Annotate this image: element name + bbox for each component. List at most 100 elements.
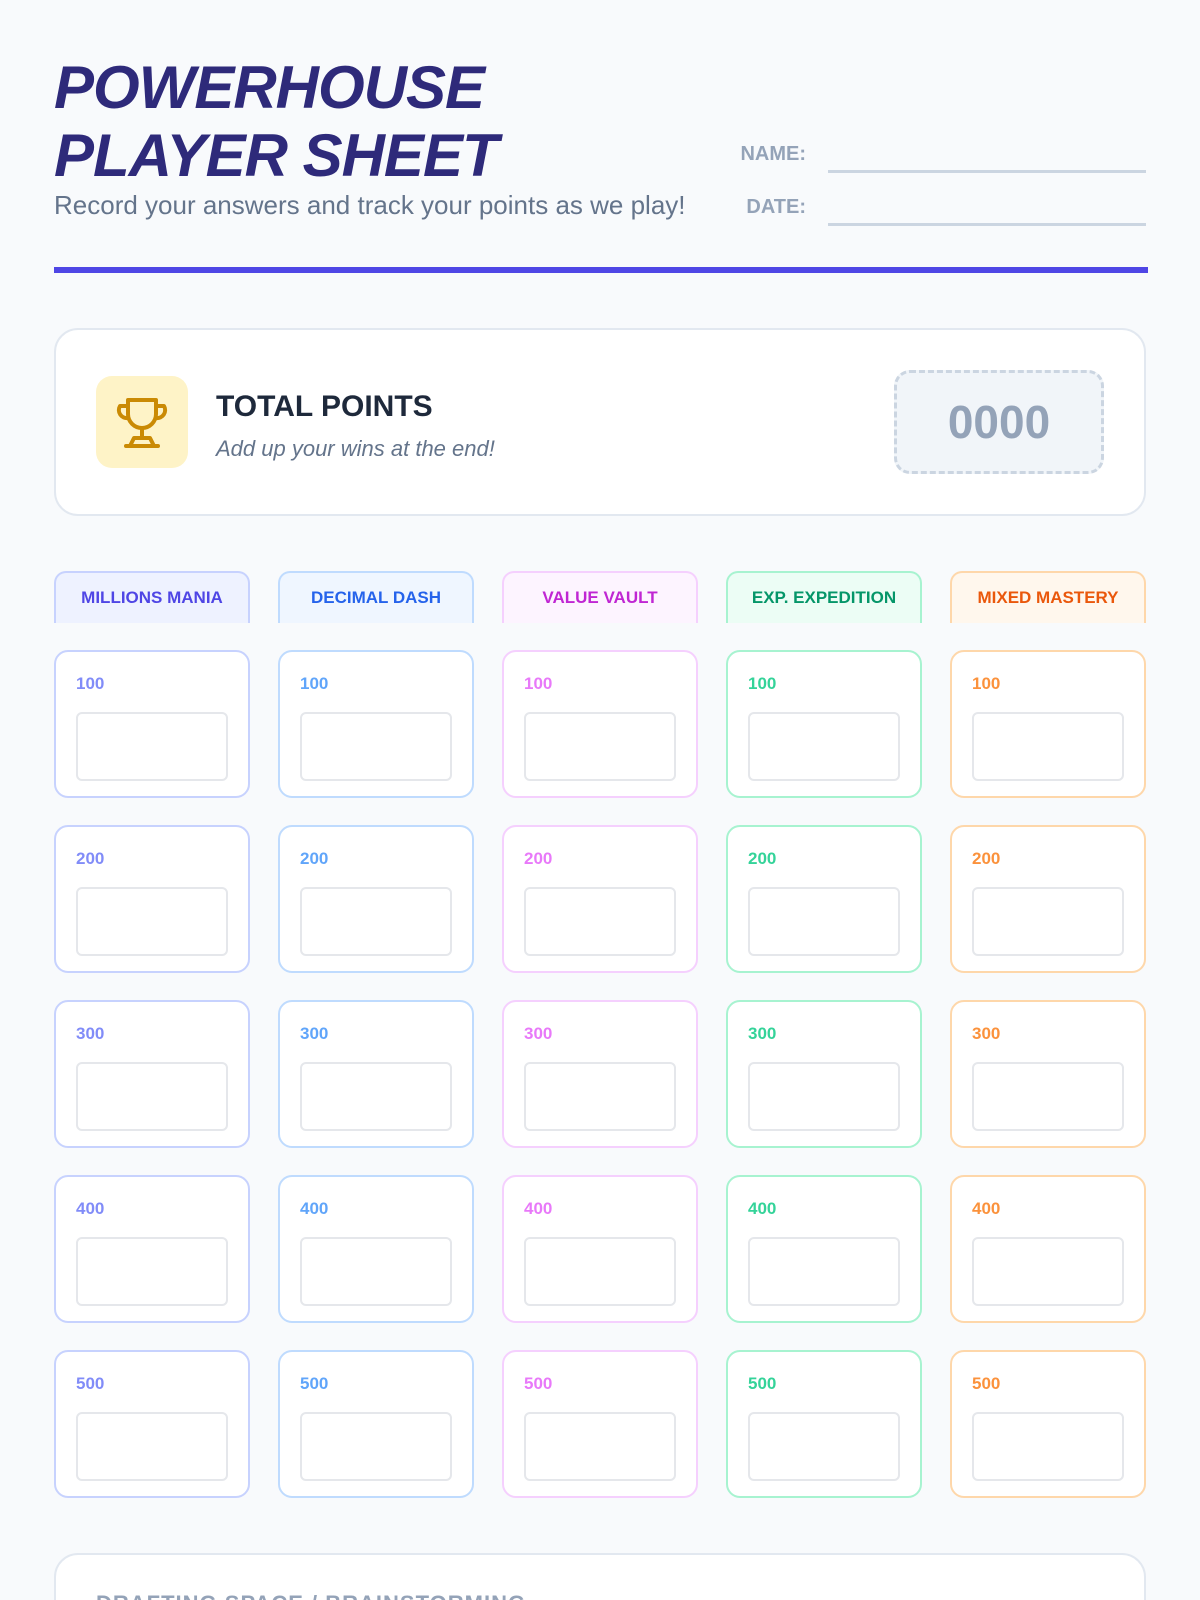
answer-box[interactable]	[748, 712, 900, 781]
answer-cell: 500	[726, 1350, 922, 1498]
answer-box[interactable]	[748, 1237, 900, 1306]
trophy-svg	[116, 398, 168, 448]
answer-cell: 300	[278, 1000, 474, 1148]
total-card: TOTAL POINTS Add up your wins at the end…	[54, 328, 1146, 516]
answer-cell: 400	[502, 1175, 698, 1323]
answer-box[interactable]	[300, 1237, 452, 1306]
point-value: 100	[748, 674, 777, 693]
title-line: POWERHOUSE	[54, 54, 485, 121]
answer-box[interactable]	[748, 1062, 900, 1131]
answer-box[interactable]	[524, 887, 676, 956]
field-label: DATE:	[746, 196, 806, 218]
answer-box[interactable]	[524, 1062, 676, 1131]
point-value: 400	[972, 1199, 1001, 1218]
category-header: MILLIONS MANIA	[54, 571, 250, 623]
answer-cell: 200	[726, 825, 922, 973]
point-value: 100	[300, 674, 329, 693]
answer-cell: 400	[54, 1175, 250, 1323]
title-line: PLAYER SHEET	[54, 122, 499, 189]
category-header: VALUE VAULT	[502, 571, 698, 623]
category-header: EXP. EXPEDITION	[726, 571, 922, 623]
point-value: 400	[300, 1199, 329, 1218]
answer-box[interactable]	[524, 712, 676, 781]
total-hint: Add up your wins at the end!	[216, 436, 495, 461]
answer-cell: 500	[54, 1350, 250, 1498]
answer-cell: 300	[502, 1000, 698, 1148]
answer-cell: 100	[502, 650, 698, 798]
field-label: NAME:	[740, 143, 806, 165]
answer-box[interactable]	[972, 1062, 1124, 1131]
answer-box[interactable]	[972, 1412, 1124, 1481]
point-value: 200	[76, 849, 105, 868]
answer-cell: 100	[54, 650, 250, 798]
point-value: 400	[748, 1199, 777, 1218]
answer-box[interactable]	[76, 887, 228, 956]
subtitle: Record your answers and track your point…	[54, 190, 686, 220]
category-header: MIXED MASTERY	[950, 571, 1146, 623]
point-value: 100	[524, 674, 553, 693]
answer-cell: 500	[278, 1350, 474, 1498]
drafting-card: DRAFTING SPACE / BRAINSTORMING	[54, 1553, 1146, 1600]
answer-box[interactable]	[300, 887, 452, 956]
answer-cell: 200	[950, 825, 1146, 973]
answer-box[interactable]	[76, 1412, 228, 1481]
answer-box[interactable]	[972, 712, 1124, 781]
answer-cell: 300	[950, 1000, 1146, 1148]
point-value: 500	[300, 1374, 329, 1393]
point-value: 300	[524, 1024, 553, 1043]
total-value[interactable]: 0000	[894, 370, 1104, 474]
answer-box[interactable]	[748, 1412, 900, 1481]
answer-cell: 300	[54, 1000, 250, 1148]
answer-box[interactable]	[300, 1412, 452, 1481]
point-value: 500	[76, 1374, 105, 1393]
answer-box[interactable]	[524, 1412, 676, 1481]
answer-box[interactable]	[300, 1062, 452, 1131]
point-value: 300	[748, 1024, 777, 1043]
drafting-title: DRAFTING SPACE / BRAINSTORMING	[96, 1591, 526, 1600]
answer-cell: 100	[278, 650, 474, 798]
field-line	[828, 223, 1146, 226]
total-label: TOTAL POINTS	[216, 390, 433, 423]
point-value: 200	[748, 849, 777, 868]
point-value: 300	[76, 1024, 105, 1043]
answer-cell: 400	[278, 1175, 474, 1323]
answer-box[interactable]	[76, 1062, 228, 1131]
point-value: 500	[524, 1374, 553, 1393]
point-value: 100	[972, 674, 1001, 693]
name-field[interactable]: NAME:	[720, 133, 1146, 173]
answer-box[interactable]	[76, 1237, 228, 1306]
category-header: DECIMAL DASH	[278, 571, 474, 623]
answer-box[interactable]	[300, 712, 452, 781]
answer-box[interactable]	[972, 1237, 1124, 1306]
answer-cell: 100	[950, 650, 1146, 798]
trophy-icon	[96, 376, 188, 468]
answer-cell: 400	[950, 1175, 1146, 1323]
title: POWERHOUSE PLAYER SHEET	[54, 54, 499, 190]
point-value: 400	[524, 1199, 553, 1218]
point-value: 300	[972, 1024, 1001, 1043]
answer-cell: 200	[278, 825, 474, 973]
point-value: 100	[76, 674, 105, 693]
field-line	[828, 170, 1146, 173]
answer-box[interactable]	[76, 712, 228, 781]
answer-cell: 200	[54, 825, 250, 973]
point-value: 500	[748, 1374, 777, 1393]
answer-box[interactable]	[524, 1237, 676, 1306]
divider	[54, 267, 1148, 273]
date-field[interactable]: DATE:	[720, 186, 1146, 226]
answer-box[interactable]	[748, 887, 900, 956]
answer-cell: 400	[726, 1175, 922, 1323]
answer-cell: 100	[726, 650, 922, 798]
answer-cell: 500	[502, 1350, 698, 1498]
answer-cell: 300	[726, 1000, 922, 1148]
point-value: 200	[300, 849, 329, 868]
point-value: 200	[972, 849, 1001, 868]
answer-cell: 500	[950, 1350, 1146, 1498]
point-value: 300	[300, 1024, 329, 1043]
point-value: 200	[524, 849, 553, 868]
answer-box[interactable]	[972, 887, 1124, 956]
point-value: 400	[76, 1199, 105, 1218]
answer-cell: 200	[502, 825, 698, 973]
